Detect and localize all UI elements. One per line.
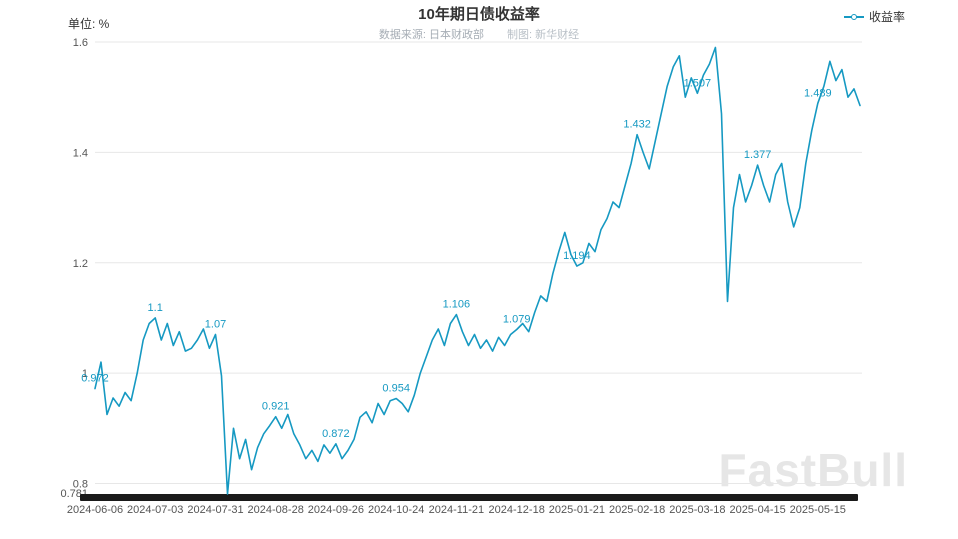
x-axis-tick-label: 2025-02-18: [609, 504, 665, 516]
x-axis-tick-label: 2024-06-06: [67, 504, 123, 516]
point-value-label: 0.954: [382, 383, 410, 395]
x-axis-tick-label: 2024-12-18: [489, 504, 545, 516]
legend-label: 收益率: [868, 10, 905, 24]
x-axis-tick-label: 2024-09-26: [308, 504, 364, 516]
point-value-label: 1.1: [148, 302, 163, 314]
data-source-label: 数据来源: 日本财政部: [378, 29, 484, 41]
point-value-label: 1.489: [804, 87, 832, 99]
x-axis-tick-label: 2025-03-18: [669, 504, 725, 516]
point-value-label: 1.377: [744, 149, 772, 161]
chart-title: 10年期日债收益率: [418, 6, 540, 23]
x-axis-tick-label: 2024-11-21: [429, 504, 484, 516]
x-axis-tick-label: 2025-04-15: [729, 504, 785, 516]
y-axis-tick-label: 1.2: [73, 258, 88, 270]
point-value-label: 1.079: [503, 314, 531, 326]
x-axis-tick-label: 2025-01-21: [549, 504, 605, 516]
x-axis-tick-label: 2024-08-28: [248, 504, 304, 516]
y-axis-tick-label: 0.8: [73, 479, 88, 491]
point-value-label: 0.872: [322, 428, 350, 440]
unit-label: 单位: %: [68, 17, 110, 31]
line-series-marker-icon: [843, 13, 864, 20]
legend-item-yield[interactable]: 收益率: [843, 8, 905, 25]
point-value-label: 0.921: [262, 401, 290, 413]
point-value-label: 0.972: [81, 373, 109, 385]
yield-line: [94, 46, 861, 495]
point-value-label: 1.507: [684, 77, 712, 89]
x-axis-tick-label: 2025-05-15: [790, 504, 846, 516]
x-axis-tick-label: 2024-07-31: [187, 504, 243, 516]
watermark: FastBull: [718, 444, 908, 496]
point-value-label: 1.106: [443, 299, 471, 311]
y-axis-tick-label: 1.4: [73, 147, 88, 159]
point-value-label: 1.07: [205, 319, 226, 331]
point-value-label: 1.194: [563, 250, 591, 262]
y-axis-tick-label: 1: [82, 368, 88, 380]
credit-label: 制图: 新华财经: [507, 29, 580, 41]
point-value-label: 1.432: [623, 119, 651, 131]
x-axis-tick-label: 2024-10-24: [368, 504, 424, 516]
y-axis-tick-label: 1.6: [73, 37, 88, 49]
datazoom-slider[interactable]: [80, 494, 858, 501]
x-axis-tick-label: 2024-07-03: [127, 504, 183, 516]
chart-subtitle: 数据来源: 日本财政部 制图: 新华财经: [0, 26, 958, 42]
